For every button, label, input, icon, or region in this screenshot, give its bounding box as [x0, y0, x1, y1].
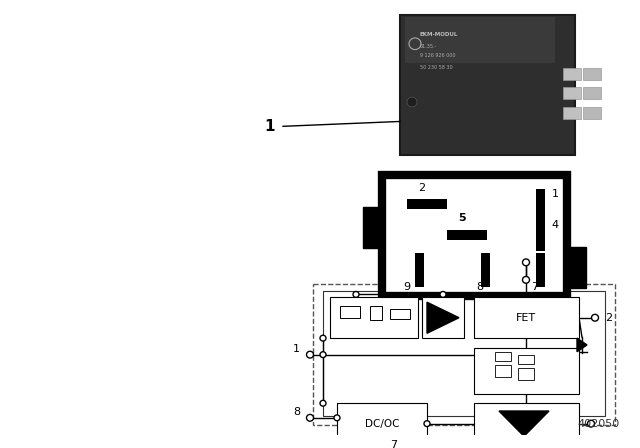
Bar — [495, 352, 511, 362]
Bar — [518, 355, 534, 364]
Bar — [447, 230, 487, 240]
Text: 7: 7 — [390, 440, 397, 448]
Text: 1: 1 — [552, 190, 559, 199]
Text: 9: 9 — [403, 282, 411, 292]
Bar — [495, 365, 511, 377]
Text: 2: 2 — [605, 313, 612, 323]
Bar — [583, 107, 601, 119]
Circle shape — [591, 314, 598, 321]
Bar — [481, 253, 490, 287]
Text: 5: 5 — [458, 213, 466, 223]
Bar — [563, 107, 581, 119]
Circle shape — [307, 414, 314, 421]
Bar — [536, 220, 545, 251]
Text: 1: 1 — [293, 344, 300, 354]
Circle shape — [522, 259, 529, 266]
Bar — [563, 87, 581, 99]
Text: 5: 5 — [536, 254, 543, 263]
Text: EKM-MODUL: EKM-MODUL — [420, 32, 458, 37]
Text: 50 230 58 30: 50 230 58 30 — [420, 65, 452, 70]
Bar — [330, 297, 418, 338]
Circle shape — [522, 276, 529, 283]
Circle shape — [334, 415, 340, 421]
Bar — [370, 306, 382, 320]
Bar — [583, 68, 601, 80]
Text: DC/OC: DC/OC — [365, 418, 399, 429]
Bar — [363, 207, 384, 248]
Polygon shape — [577, 338, 587, 352]
Text: 61.35.-: 61.35.- — [420, 43, 437, 49]
Circle shape — [320, 401, 326, 406]
Circle shape — [440, 292, 446, 297]
Bar — [313, 284, 615, 425]
Polygon shape — [427, 302, 459, 333]
Circle shape — [320, 335, 326, 341]
Bar — [340, 306, 360, 318]
Bar — [323, 292, 605, 416]
Circle shape — [424, 421, 430, 426]
Bar — [400, 15, 575, 155]
Text: 8: 8 — [476, 282, 484, 292]
Bar — [382, 175, 567, 297]
Text: 1: 1 — [265, 119, 275, 134]
Bar — [518, 368, 534, 380]
Circle shape — [320, 352, 326, 358]
Bar — [390, 309, 410, 319]
Bar — [474, 403, 579, 444]
Bar — [565, 247, 586, 288]
Bar — [405, 17, 555, 63]
Circle shape — [588, 420, 595, 427]
Bar — [422, 297, 464, 338]
Bar — [474, 348, 579, 395]
Circle shape — [307, 351, 314, 358]
Bar — [536, 253, 545, 287]
Text: 9 126 926 000: 9 126 926 000 — [420, 53, 456, 58]
Text: 7: 7 — [531, 282, 539, 292]
Bar — [415, 253, 424, 287]
Circle shape — [353, 292, 359, 297]
Bar — [474, 297, 579, 338]
Bar — [407, 199, 447, 209]
Text: FET: FET — [516, 313, 536, 323]
Circle shape — [378, 444, 385, 448]
Text: 402050: 402050 — [578, 419, 620, 430]
Text: 6: 6 — [367, 230, 374, 240]
Bar — [563, 68, 581, 80]
Circle shape — [407, 97, 417, 107]
Bar — [337, 403, 427, 444]
Bar — [583, 87, 601, 99]
Text: 2: 2 — [419, 182, 426, 193]
Bar — [536, 189, 545, 220]
Text: 4: 4 — [552, 220, 559, 230]
Circle shape — [378, 441, 385, 448]
Polygon shape — [499, 411, 549, 436]
Text: 8: 8 — [293, 407, 300, 417]
